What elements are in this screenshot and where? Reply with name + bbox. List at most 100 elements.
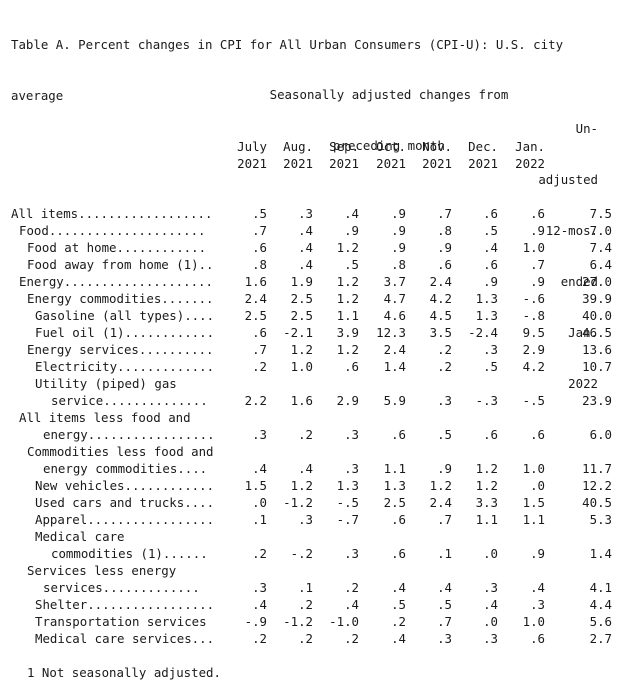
value-cell: .2 xyxy=(437,359,452,374)
table-row: All items less food and xyxy=(0,409,624,426)
value-cell: .3 xyxy=(344,427,359,442)
value-cell: .4 xyxy=(344,597,359,612)
value-cell: 2.5 xyxy=(290,308,313,323)
table-title-line-1: Table A. Percent changes in CPI for All … xyxy=(11,37,564,52)
value-cell: -.5 xyxy=(522,393,545,408)
value-cell: 1.5 xyxy=(244,478,267,493)
table-row: commodities (1)...... .2 -.2 .3 .6 .1 .0 .9 1.4 xyxy=(0,545,624,562)
value-cell: .4 xyxy=(483,597,498,612)
value-cell: 1.2 xyxy=(336,342,359,357)
value-cell: .3 xyxy=(483,580,498,595)
unadjusted-value-cell: 39.9 xyxy=(582,291,612,306)
table-row: Food at home............ .6 .4 1.2 .9 .9 .4 1.0… xyxy=(0,239,624,256)
value-cell: .2 xyxy=(252,546,267,561)
value-cell: .4 xyxy=(344,206,359,221)
row-label: All items less food and xyxy=(19,410,191,425)
unadjusted-value-cell: 4.1 xyxy=(589,580,612,595)
year-label: 2021 xyxy=(283,156,313,171)
value-cell: .3 xyxy=(344,461,359,476)
month-label: Sep. xyxy=(329,139,359,154)
value-cell: -1.2 xyxy=(283,495,313,510)
value-cell: .2 xyxy=(344,631,359,646)
row-label: Food..................... xyxy=(19,223,206,238)
row-label: Energy commodities....... xyxy=(27,291,214,306)
row-label: Medical care xyxy=(35,529,125,544)
value-cell: .1 xyxy=(437,546,452,561)
value-cell: .2 xyxy=(252,631,267,646)
value-cell: .9 xyxy=(437,461,452,476)
table-row: Utility (piped) gas xyxy=(0,375,624,392)
value-cell: .8 xyxy=(437,223,452,238)
unadjusted-value-cell: 7.5 xyxy=(589,206,612,221)
value-cell: .5 xyxy=(483,223,498,238)
value-cell: .3 xyxy=(298,206,313,221)
value-cell: .5 xyxy=(437,427,452,442)
value-cell: .3 xyxy=(437,631,452,646)
value-cell: 1.0 xyxy=(290,359,313,374)
table-row: Gasoline (all types).... 2.5 2.5 1.1 4.6 4.5 1… xyxy=(0,307,624,324)
value-cell: 1.3 xyxy=(383,478,406,493)
value-cell: 1.4 xyxy=(383,359,406,374)
value-cell: 1.1 xyxy=(383,461,406,476)
unadjusted-value-cell: 4.4 xyxy=(589,597,612,612)
row-label: Energy services.......... xyxy=(27,342,214,357)
sa-header-line-1: Seasonally adjusted changes from xyxy=(269,87,509,102)
year-label: 2022 xyxy=(515,156,545,171)
value-cell: 1.2 xyxy=(475,461,498,476)
value-cell: 2.9 xyxy=(522,342,545,357)
value-cell: -.7 xyxy=(336,512,359,527)
value-cell: -.9 xyxy=(244,614,267,629)
value-cell: .4 xyxy=(483,240,498,255)
value-cell: 1.2 xyxy=(336,291,359,306)
table-row: Electricity............. .2 1.0 .6 1.4 .2 .5 4.… xyxy=(0,358,624,375)
unadjusted-value-cell: 6.0 xyxy=(589,427,612,442)
table-row: Medical care services... .2 .2 .2 .4 .3 .3 .6 2.… xyxy=(0,630,624,647)
row-label: Food away from home (1).. xyxy=(27,257,214,272)
month-label: Dec. xyxy=(468,139,498,154)
value-cell: 2.9 xyxy=(336,393,359,408)
table-row: Energy.................... 1.6 1.9 1.2 3.7 2.… xyxy=(0,273,624,290)
value-cell: 3.5 xyxy=(429,325,452,340)
sa-header-line-2: preceding month xyxy=(333,138,445,153)
value-cell: 1.6 xyxy=(244,274,267,289)
value-cell: 12.3 xyxy=(376,325,406,340)
unadjusted-header-line-2: adjusted xyxy=(538,172,598,187)
value-cell: -.8 xyxy=(522,308,545,323)
month-column-header: Jan. 2022 xyxy=(495,138,545,172)
value-cell: -2.4 xyxy=(468,325,498,340)
value-cell: .3 xyxy=(344,546,359,561)
unadjusted-value-cell: 12.2 xyxy=(582,478,612,493)
value-cell: .7 xyxy=(530,257,545,272)
table-row: Apparel................. .1 .3 -.7 .6 .7 1.1 1.… xyxy=(0,511,624,528)
value-cell: 1.2 xyxy=(429,478,452,493)
seasonally-adjusted-header: Seasonally adjusted changes from precedi… xyxy=(254,52,524,188)
year-label: 2021 xyxy=(376,156,406,171)
table-row: New vehicles............ 1.5 1.2 1.3 1.3 1.2 1… xyxy=(0,477,624,494)
month-label: Nov. xyxy=(422,139,452,154)
row-label: Fuel oil (1)............ xyxy=(35,325,215,340)
value-cell: .9 xyxy=(344,223,359,238)
value-cell: 2.5 xyxy=(244,308,267,323)
month-column-header: Aug. 2021 xyxy=(263,138,313,172)
table-row: Commodities less food and xyxy=(0,443,624,460)
value-cell: .5 xyxy=(391,597,406,612)
unadjusted-value-cell: 6.4 xyxy=(589,257,612,272)
value-cell: .4 xyxy=(298,240,313,255)
value-cell: 2.4 xyxy=(244,291,267,306)
value-cell: .1 xyxy=(252,512,267,527)
row-label: services............. xyxy=(43,580,200,595)
value-cell: .9 xyxy=(437,240,452,255)
value-cell: .3 xyxy=(298,512,313,527)
value-cell: .6 xyxy=(344,359,359,374)
value-cell: 2.5 xyxy=(383,495,406,510)
value-cell: .8 xyxy=(252,257,267,272)
row-label: Food at home............ xyxy=(27,240,207,255)
unadjusted-value-cell: 27.0 xyxy=(582,274,612,289)
month-label: Jan. xyxy=(515,139,545,154)
value-cell: 2.4 xyxy=(429,274,452,289)
value-cell: 3.3 xyxy=(475,495,498,510)
value-cell: -1.2 xyxy=(283,614,313,629)
value-cell: .6 xyxy=(530,206,545,221)
row-label: service.............. xyxy=(51,393,208,408)
year-label: 2021 xyxy=(237,156,267,171)
